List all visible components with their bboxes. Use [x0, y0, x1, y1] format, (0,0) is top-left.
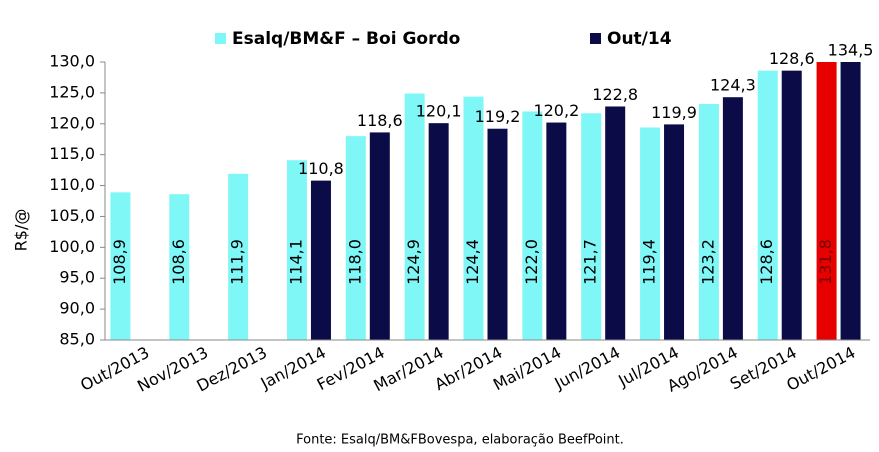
- bar: [110, 192, 131, 340]
- y-axis-label: R$/@: [12, 209, 31, 252]
- value-label: 121,7: [581, 239, 600, 285]
- bar: [522, 111, 543, 340]
- value-label: 120,2: [533, 101, 579, 120]
- value-label: 114,1: [286, 239, 305, 285]
- bar: [404, 93, 425, 340]
- x-tick-label: Mai/2014: [490, 343, 564, 395]
- bar: [169, 194, 190, 340]
- source-note: Fonte: Esalq/BM&FBovespa, elaboração Bee…: [296, 433, 624, 448]
- y-tick-label: 100,0: [49, 237, 95, 256]
- y-tick-label: 85,0: [59, 330, 95, 349]
- bar: [757, 70, 778, 340]
- value-label: 124,3: [710, 76, 756, 95]
- bar: [605, 106, 626, 340]
- value-label: 118,6: [357, 111, 403, 130]
- y-tick-label: 115,0: [49, 144, 95, 163]
- y-tick-label: 125,0: [49, 82, 95, 101]
- y-tick-label: 130,0: [49, 52, 95, 71]
- plot-area: [110, 62, 861, 340]
- bar: [345, 136, 366, 340]
- value-label: 118,0: [345, 239, 364, 285]
- bar: [664, 124, 685, 340]
- value-label: 119,9: [651, 103, 697, 122]
- bar: [286, 160, 307, 340]
- legend-label: Esalq/BM&F – Boi Gordo: [232, 29, 460, 49]
- bar: [228, 173, 249, 340]
- value-label: 123,2: [698, 239, 717, 285]
- bar: [781, 70, 802, 340]
- legend-swatch: [590, 33, 601, 44]
- y-tick-label: 95,0: [59, 268, 95, 287]
- bar: [463, 96, 484, 340]
- y-tick-label: 120,0: [49, 113, 95, 132]
- value-label: 108,9: [110, 239, 129, 285]
- value-label: 110,8: [298, 159, 344, 178]
- value-label: 119,2: [475, 107, 521, 126]
- bar: [840, 62, 861, 340]
- value-label: 124,9: [404, 239, 423, 285]
- value-label: 122,0: [522, 239, 541, 285]
- value-label: 108,6: [169, 239, 188, 285]
- value-label: 134,5: [828, 41, 874, 60]
- value-label: 131,8: [816, 239, 835, 285]
- value-label: 128,6: [769, 49, 815, 68]
- legend-label: Out/14: [607, 29, 672, 49]
- value-label: 122,8: [592, 85, 638, 104]
- legend-swatch: [215, 33, 226, 44]
- value-label: 119,4: [640, 239, 659, 285]
- x-tick-label: Jun/2014: [551, 343, 624, 394]
- bar: [581, 113, 602, 340]
- bar: [487, 128, 508, 340]
- bar: [698, 104, 719, 340]
- bar: [816, 62, 837, 340]
- bar: [369, 132, 390, 340]
- y-tick-label: 105,0: [49, 206, 95, 225]
- value-label: 120,1: [416, 102, 462, 121]
- bar: [546, 122, 567, 340]
- bar: [310, 180, 331, 340]
- value-label: 124,4: [463, 239, 482, 285]
- value-label: 128,6: [757, 239, 776, 285]
- y-tick-label: 110,0: [49, 175, 95, 194]
- bar: [640, 127, 661, 340]
- value-label: 111,9: [228, 239, 247, 285]
- bar: [428, 123, 449, 340]
- y-tick-label: 90,0: [59, 299, 95, 318]
- bar: [722, 97, 743, 340]
